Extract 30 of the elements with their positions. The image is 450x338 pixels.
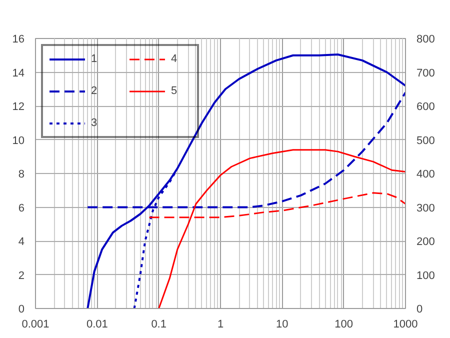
- legend-label: 5: [171, 84, 178, 98]
- x-tick-label: 0.1: [151, 318, 166, 330]
- y-tick-label: 14: [12, 67, 25, 80]
- legend-label: 2: [91, 84, 98, 98]
- y2-tick-label: 400: [416, 168, 435, 180]
- x-tick-label: 100: [334, 318, 354, 330]
- x-tick-label: 1: [217, 318, 224, 330]
- x-tick-label: 10: [276, 318, 288, 330]
- y2-tick-label: 800: [416, 34, 435, 46]
- y2-tick-label: 700: [416, 67, 435, 80]
- y-tick-label: 12: [12, 101, 25, 113]
- y2-tick-label: 0: [416, 304, 423, 316]
- y2-tick-label: 100: [416, 270, 435, 282]
- y-tick-label: 8: [18, 168, 25, 180]
- y2-tick-label: 600: [416, 101, 435, 113]
- legend-label: 3: [91, 116, 98, 130]
- y-tick-label: 0: [18, 304, 25, 316]
- y-tick-label: 16: [12, 34, 25, 46]
- y2-tick-label: 200: [416, 236, 435, 248]
- legend-label: 4: [171, 52, 178, 66]
- x-tick-label: 0.001: [22, 318, 50, 330]
- y-tick-label: 10: [12, 134, 25, 147]
- x-tick-label: 0.01: [86, 318, 108, 330]
- x-tick-label: 1000: [393, 318, 418, 330]
- y2-tick-label: 300: [416, 202, 435, 214]
- y-tick-label: 2: [18, 270, 25, 282]
- y-tick-label: 4: [18, 236, 25, 248]
- legend-label: 1: [91, 52, 98, 66]
- y2-tick-label: 500: [416, 134, 435, 147]
- y-tick-label: 6: [18, 202, 25, 214]
